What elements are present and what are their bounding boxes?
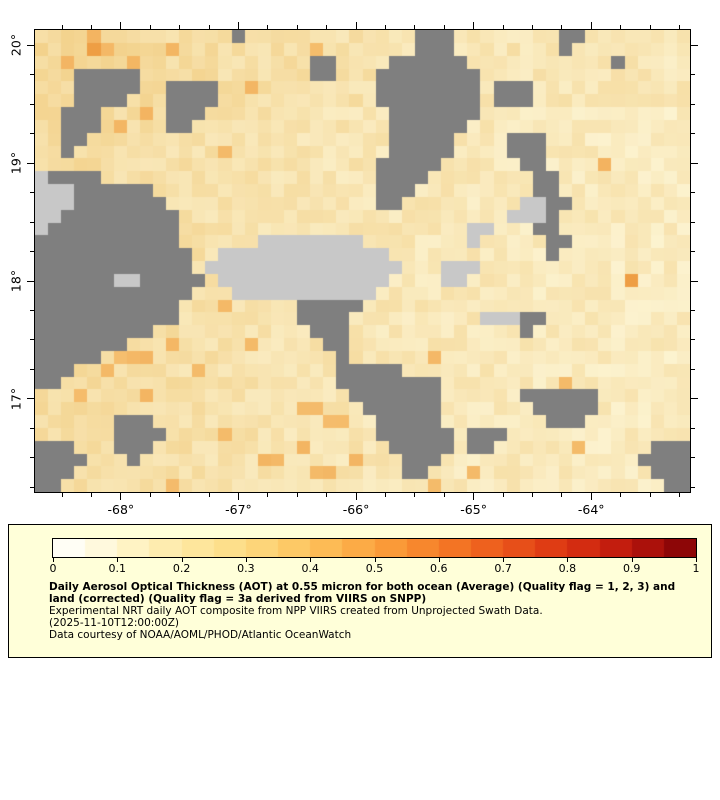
x-axis-label: -67°	[225, 502, 252, 517]
colorbar-tick-label: 0.7	[494, 562, 512, 575]
colorbar-tick-label: 0.6	[430, 562, 448, 575]
x-axis-tick	[120, 22, 122, 29]
legend-box: 0 0.1 0.2 0.3 0.4 0.5 0.6 0.7 0.8 0.9 1 Daily Aero…	[8, 524, 712, 658]
x-axis-tick	[649, 493, 651, 497]
colorbar-tick	[567, 558, 569, 562]
y-axis-tick	[691, 339, 695, 341]
y-axis-label: 19°	[8, 152, 24, 175]
colorbar-tick-label: 0.1	[108, 562, 127, 575]
x-axis-tick	[590, 493, 592, 500]
x-axis-label: -64°	[577, 502, 605, 517]
y-axis-tick	[691, 486, 695, 488]
y-axis-tick	[691, 398, 698, 400]
colorbar-tick-label: 1	[692, 562, 700, 575]
colorbar-tick-label: 0.5	[365, 562, 384, 575]
x-axis-tick	[561, 493, 563, 497]
x-axis-tick	[590, 22, 592, 29]
colorbar-ticks: 0 0.1 0.2 0.3 0.4 0.5 0.6 0.7 0.8 0.9 1	[49, 558, 700, 578]
x-axis-tick	[237, 493, 239, 500]
y-axis-tick	[27, 162, 34, 164]
y-axis-label: 18°	[8, 269, 24, 293]
y-axis-tick	[691, 192, 695, 194]
y-axis-tick	[691, 74, 695, 76]
colorbar-tick-label: 0.2	[172, 562, 191, 575]
x-axis-tick	[355, 493, 357, 500]
y-axis-tick	[691, 280, 698, 282]
x-axis-tick	[443, 493, 445, 497]
aot-raster-map	[35, 30, 690, 492]
colorbar-tick	[245, 558, 247, 562]
y-axis-label: 17°	[8, 387, 24, 410]
colorbar-tick	[696, 558, 697, 562]
colorbar-tick	[117, 558, 119, 562]
colorbar-tick	[181, 558, 183, 562]
x-axis-tick	[149, 493, 151, 497]
x-axis-tick	[531, 493, 533, 497]
legend-caption: Daily Aerosol Optical Thickness (AOT) at…	[49, 581, 694, 641]
colorbar-tick	[503, 558, 505, 562]
y-axis-label: 20°	[8, 34, 24, 57]
x-axis-tick	[384, 493, 386, 497]
caption-credit: Data courtesy of NOAA/AOML/PHOD/Atlantic…	[49, 629, 352, 641]
y-axis-tick	[691, 310, 695, 311]
caption-subtitle: Experimental NRT daily AOT composite fro…	[49, 605, 543, 617]
y-axis-tick	[691, 368, 695, 370]
x-axis-label: -65°	[460, 502, 487, 517]
colorbar-tick	[438, 558, 440, 562]
y-axis-tick	[691, 221, 695, 223]
x-axis-tick	[296, 493, 298, 497]
y-axis-tick	[691, 162, 698, 164]
colorbar-tick-label: 0.3	[237, 562, 255, 575]
y-axis-tick	[691, 427, 695, 429]
colorbar-tick-label: 0.4	[301, 562, 319, 575]
colorbar-tick	[374, 558, 376, 562]
y-axis-tick	[27, 398, 34, 400]
y-axis-tick	[691, 133, 695, 135]
x-axis-tick	[502, 493, 504, 497]
x-axis-tick	[355, 22, 357, 29]
x-axis-tick	[473, 493, 475, 500]
x-axis-tick	[179, 493, 181, 497]
x-axis-label: -68°	[107, 502, 135, 517]
x-axis-tick	[620, 493, 622, 497]
caption-timestamp: (2025-11-10T12:00:00Z)	[49, 617, 179, 629]
y-axis-tick	[691, 103, 695, 105]
x-axis-tick	[90, 493, 92, 497]
caption-title: Daily Aerosol Optical Thickness (AOT) at…	[49, 581, 676, 605]
x-axis-tick	[473, 22, 475, 29]
y-axis-tick	[691, 251, 695, 253]
colorbar-tick	[631, 558, 633, 562]
y-axis-tick	[691, 457, 695, 459]
x-axis-tick	[326, 493, 328, 497]
map-frame	[34, 29, 691, 493]
y-axis-tick	[27, 280, 34, 282]
x-axis-tick	[61, 493, 63, 497]
y-axis-tick	[691, 44, 698, 46]
colorbar-tick	[310, 558, 312, 562]
x-axis-tick	[208, 493, 210, 497]
colorbar-gradient	[52, 538, 697, 558]
colorbar-tick	[53, 558, 54, 562]
x-axis-tick	[237, 22, 239, 29]
x-axis-tick	[678, 493, 680, 497]
colorbar-tick-label: 0.8	[558, 562, 577, 575]
x-axis-label: -66°	[342, 502, 370, 517]
x-axis-tick	[267, 493, 269, 497]
x-axis-tick	[414, 493, 416, 497]
x-axis-tick	[120, 493, 122, 500]
colorbar-tick-label: 0	[49, 562, 57, 575]
colorbar-tick-label: 0.9	[622, 562, 641, 575]
y-axis-tick	[27, 44, 34, 46]
